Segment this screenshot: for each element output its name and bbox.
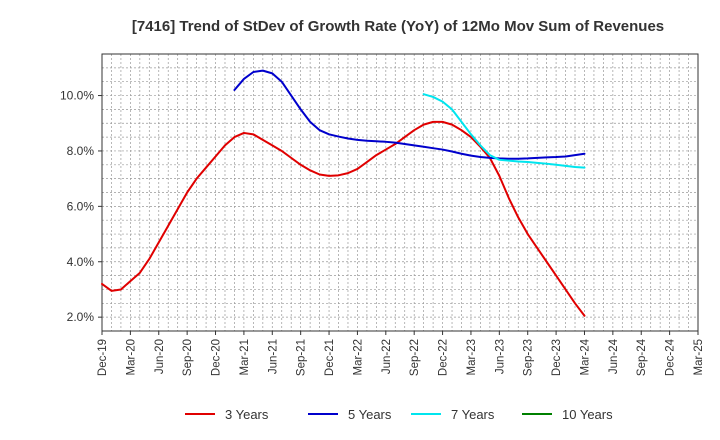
x-axis-ticks: Dec-19 Mar-20 Jun-20 Sep-20 Dec-20 Mar-21 Jun-… (97, 331, 705, 376)
x-tick-label: Mar-23 (466, 339, 478, 375)
y-tick-label: 8.0% (67, 144, 95, 158)
chart-title: [7416] Trend of StDev of Growth Rate (Yo… (132, 18, 664, 35)
legend-label: 10 Years (562, 407, 613, 422)
x-tick-label: Jun-22 (381, 339, 393, 374)
series-line-5-years (233, 69, 586, 160)
y-tick-label: 6.0% (67, 199, 95, 213)
y-tick-label: 4.0% (67, 255, 95, 269)
x-tick-label: Mar-22 (352, 339, 364, 375)
legend-label: 5 Years (348, 407, 392, 422)
x-tick-label: Sep-22 (409, 339, 421, 376)
x-tick-label: Dec-24 (665, 338, 677, 376)
x-tick-label: Sep-21 (296, 339, 308, 376)
y-tick-label: 10.0% (60, 89, 94, 103)
x-tick-label: Jun-21 (267, 339, 279, 374)
y-axis-ticks: 2.0% 4.0% 6.0% 8.0% 10.0% (60, 89, 102, 324)
x-tick-label: Dec-21 (324, 339, 336, 376)
x-tick-label: Sep-20 (182, 339, 194, 376)
x-tick-label: Mar-20 (125, 339, 137, 375)
series-lines (101, 69, 586, 317)
x-tick-label: Dec-20 (211, 339, 223, 376)
x-tick-label: Mar-21 (239, 339, 251, 375)
x-tick-label: Dec-19 (97, 339, 109, 376)
x-tick-label: Jun-24 (608, 338, 620, 374)
y-tick-label: 2.0% (67, 310, 95, 324)
x-tick-label: Sep-23 (523, 339, 535, 376)
x-tick-label: Jun-20 (154, 339, 166, 374)
legend-label: 7 Years (451, 407, 495, 422)
x-tick-label: Mar-24 (579, 338, 591, 375)
legend: 3 Years 5 Years 7 Years 10 Years (185, 407, 613, 422)
x-tick-label: Mar-25 (693, 339, 705, 375)
series-line-7-years (422, 93, 586, 169)
horizontal-gridlines (102, 67, 698, 318)
x-tick-label: Sep-24 (636, 338, 648, 376)
series-line-3-years (101, 120, 586, 317)
legend-label: 3 Years (225, 407, 269, 422)
x-tick-label: Dec-23 (551, 339, 563, 376)
plot-area-border (101, 53, 699, 332)
x-tick-label: Dec-22 (438, 339, 450, 376)
x-tick-label: Jun-23 (494, 339, 506, 374)
